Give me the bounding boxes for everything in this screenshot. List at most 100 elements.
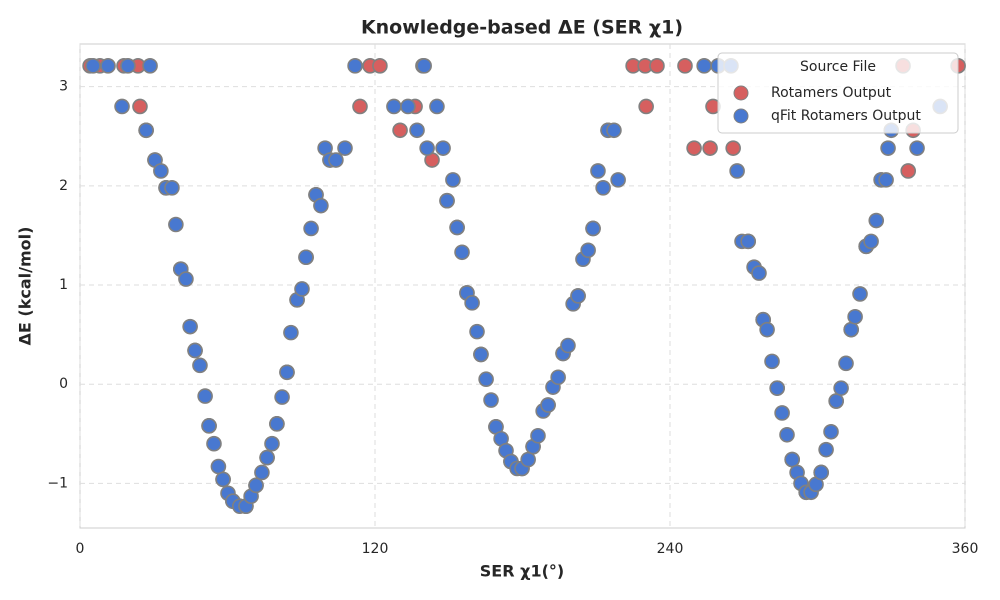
point [585, 220, 601, 237]
point [759, 321, 775, 338]
point [677, 58, 693, 74]
point [725, 140, 741, 156]
legend-box [717, 52, 959, 134]
point [187, 342, 203, 359]
point [120, 58, 136, 74]
point [100, 58, 116, 74]
point [386, 98, 402, 115]
point [419, 140, 435, 156]
point [429, 98, 445, 115]
point [764, 353, 780, 370]
point [843, 321, 859, 338]
legend-title: Source File [800, 59, 876, 75]
point [439, 192, 455, 209]
point [445, 172, 461, 188]
point [416, 58, 432, 74]
point [560, 337, 576, 354]
y-axis-label: ΔE (kcal/mol) [16, 227, 35, 346]
point [178, 271, 194, 287]
point [132, 98, 148, 115]
marks [82, 58, 966, 514]
point [409, 122, 425, 139]
point [248, 477, 264, 494]
point [210, 458, 227, 475]
point [606, 122, 622, 139]
point [264, 435, 280, 452]
point [298, 249, 314, 266]
point [590, 163, 606, 179]
point [900, 163, 917, 179]
point [464, 295, 480, 311]
point [483, 392, 499, 408]
legend-marker [733, 108, 749, 124]
point [520, 451, 536, 468]
y-tick-label: −1 [47, 475, 68, 491]
point [852, 286, 868, 302]
point [114, 98, 130, 115]
point [473, 346, 489, 363]
point [550, 369, 566, 386]
point [478, 371, 494, 388]
point [201, 418, 217, 434]
point [274, 389, 290, 405]
legend-marker [733, 85, 749, 101]
x-tick-label: 120 [362, 541, 389, 557]
point [352, 98, 368, 115]
legend: Source File Rotamers Output qFit Rotamers … [717, 52, 959, 134]
point [85, 58, 101, 74]
point [880, 140, 896, 156]
point [868, 212, 885, 229]
legend-label: qFit Rotamers Output [771, 108, 921, 124]
y-tick-label: 1 [59, 277, 68, 293]
point [449, 219, 465, 236]
point [279, 364, 295, 381]
point [347, 58, 363, 74]
x-tick-label: 0 [76, 541, 85, 557]
point [751, 265, 767, 281]
point [259, 449, 275, 466]
point [833, 380, 849, 396]
point [254, 464, 270, 481]
point [702, 140, 718, 156]
point [779, 426, 795, 443]
point [142, 58, 158, 74]
point [638, 98, 654, 115]
point [847, 308, 863, 325]
point [878, 172, 894, 188]
point [138, 122, 154, 139]
point [392, 122, 408, 139]
point [337, 140, 353, 156]
point [215, 471, 231, 488]
point [784, 451, 800, 468]
point [696, 58, 712, 74]
point [774, 405, 790, 421]
point [686, 140, 702, 156]
point [813, 464, 829, 481]
point [182, 318, 198, 335]
point [649, 58, 665, 74]
point [454, 244, 470, 261]
point [283, 324, 299, 341]
point [400, 98, 416, 115]
point [269, 416, 285, 432]
point [153, 163, 169, 179]
point [168, 216, 184, 233]
x-axis-label: SER χ1(°) [480, 562, 564, 581]
y-tick-label: 2 [59, 178, 68, 194]
point [570, 288, 586, 304]
point [197, 388, 213, 404]
y-tick-label: 0 [59, 376, 68, 392]
legend-label: Rotamers Output [771, 85, 892, 101]
point [435, 140, 451, 156]
point [530, 427, 546, 444]
point [540, 397, 556, 413]
x-tick-label: 240 [657, 541, 684, 557]
point [372, 58, 388, 74]
point [206, 435, 222, 452]
point [729, 163, 745, 179]
point [909, 140, 925, 156]
point [192, 357, 208, 374]
point [828, 393, 844, 409]
x-tick-label: 360 [952, 541, 979, 557]
